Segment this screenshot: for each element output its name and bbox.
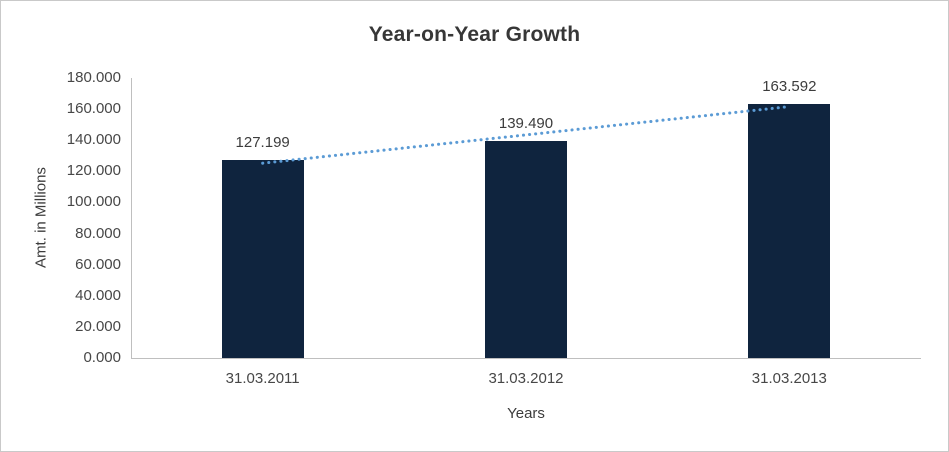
bar [748,103,831,358]
x-axis-title: Years [507,405,545,422]
y-axis-title: Amt. in Millions [32,167,50,268]
y-tick-label: 140.000 [66,131,121,149]
y-tick-label: 0.000 [83,349,121,366]
y-axis-line [131,78,132,359]
y-tick-label: 120.000 [66,162,121,180]
chart-title: Year-on-Year Growth [368,23,581,46]
x-tick-label: 31.03.2013 [751,370,827,387]
bar-value-label: 139.490 [498,115,554,132]
x-axis-line [131,358,921,359]
y-tick-label: 180.000 [66,69,121,86]
plot-area: 127.199 139.490 163.592 [131,78,921,358]
bar-value-label: 163.592 [762,77,817,95]
y-tick-label: 160.000 [66,100,121,118]
y-tick-label: 60.000 [75,255,121,273]
y-tick-label: 80.000 [75,224,121,242]
x-tick-label: 31.03.2012 [488,370,564,387]
bar [221,160,304,358]
y-tick-label: 20.000 [75,317,121,335]
bar-value-label: 127.199 [235,134,290,152]
y-tick-label: 40.000 [75,286,121,304]
x-tick-label: 31.03.2011 [225,370,300,387]
bar [485,141,567,358]
y-tick-label: 100.000 [66,193,121,211]
